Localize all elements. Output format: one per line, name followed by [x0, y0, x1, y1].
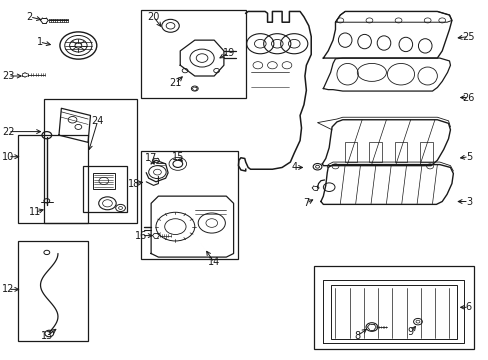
Bar — [141, 10, 245, 98]
Text: 24: 24 — [91, 116, 104, 126]
Text: 11: 11 — [28, 207, 41, 217]
Bar — [18, 135, 88, 223]
Bar — [93, 173, 115, 189]
Bar — [83, 166, 126, 212]
Bar — [141, 151, 238, 259]
Text: 9: 9 — [407, 327, 413, 337]
Text: 3: 3 — [465, 197, 471, 207]
Bar — [330, 285, 456, 338]
Text: 18: 18 — [128, 179, 140, 189]
Text: 16: 16 — [135, 231, 147, 240]
Text: 21: 21 — [169, 78, 181, 88]
Text: 26: 26 — [462, 93, 474, 103]
Text: 25: 25 — [462, 32, 474, 41]
Bar — [420, 142, 431, 162]
Text: 14: 14 — [208, 257, 220, 267]
Bar — [394, 142, 407, 162]
Text: 15: 15 — [171, 152, 183, 162]
Text: 20: 20 — [147, 12, 160, 22]
Text: 1: 1 — [37, 37, 42, 47]
Text: 23: 23 — [2, 71, 14, 81]
Text: 13: 13 — [41, 331, 53, 341]
Text: 10: 10 — [2, 152, 14, 162]
Text: 22: 22 — [2, 127, 14, 136]
Text: 6: 6 — [465, 302, 471, 312]
Text: 19: 19 — [222, 48, 234, 58]
Text: 4: 4 — [290, 162, 297, 172]
Text: 5: 5 — [465, 152, 471, 162]
Bar — [18, 241, 88, 341]
Text: 7: 7 — [303, 198, 309, 208]
Text: 8: 8 — [353, 331, 360, 341]
Text: 17: 17 — [144, 153, 157, 163]
Text: 12: 12 — [2, 284, 14, 294]
Text: 2: 2 — [27, 12, 33, 22]
Bar — [369, 142, 381, 162]
Bar — [44, 99, 136, 223]
Bar — [313, 266, 473, 348]
Bar — [345, 142, 357, 162]
